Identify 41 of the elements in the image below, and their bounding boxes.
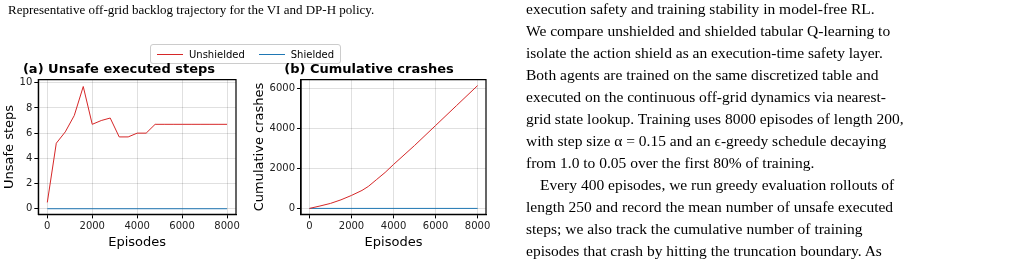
y-axis-title: Cumulative crashes — [251, 82, 267, 212]
text: episodes that crash by hitting the truncation boundary. As — [526, 242, 882, 260]
text: from 1.0 to 0.05 over the first 80% of training. — [526, 154, 815, 172]
x-tick-label: 6000 — [422, 219, 449, 231]
text: steps; we also track the cumulative number of training — [526, 220, 863, 238]
text: isolate the action shield as an execution-time safety layer. — [526, 44, 883, 62]
y-tick-label: 6000 — [269, 82, 296, 94]
legend-label: Shielded — [290, 48, 335, 60]
x-tick-label: 8000 — [464, 219, 491, 231]
x-tick-label: 2000 — [79, 219, 105, 231]
y-tick-label: 0 — [288, 202, 296, 213]
y-tick-label: 4000 — [269, 122, 296, 134]
text: Both agents are trained on the same discretized table and — [526, 66, 879, 84]
x-axis-title: Episodes — [108, 233, 167, 249]
y-tick-label: 4 — [25, 151, 33, 163]
y-tick-label: 8 — [25, 101, 33, 113]
text: length 250 and record the mean number of unsafe executed — [526, 198, 894, 216]
x-tick-label: 4000 — [380, 219, 407, 231]
y-tick-label: 10 — [19, 76, 33, 88]
text: execution safety and training stability in model-free RL. — [526, 0, 875, 18]
y-tick-label: 2000 — [269, 162, 296, 174]
y-tick-label: 0 — [25, 202, 33, 214]
x-tick-label: 2000 — [338, 219, 365, 231]
chart-title: (b) Cumulative crashes — [284, 61, 454, 77]
y-tick-label: 2 — [25, 177, 33, 189]
x-axis-title: Episodes — [364, 233, 423, 249]
x-tick-label: 6000 — [169, 219, 195, 231]
x-tick-label: 0 — [44, 219, 51, 231]
text: with step size α = 0.15 and an ϵ-greedy schedule decaying — [526, 132, 887, 150]
y-tick-label: 6 — [25, 126, 33, 138]
x-tick-label: 4000 — [124, 219, 150, 231]
text: We compare unshielded and shielded tabular Q-learning to — [526, 22, 891, 40]
x-tick-label: 0 — [306, 219, 313, 231]
text: executed on the continuous off-grid dynamics via nearest- — [526, 88, 886, 106]
y-axis-title: Unsafe steps — [1, 104, 17, 190]
legend-label: Unshielded — [189, 48, 245, 60]
text: Representative off-grid backlog trajectory for the VI and DP-H policy. — [8, 2, 375, 18]
text: Every 400 episodes, we run greedy evaluation rollouts of — [540, 176, 895, 194]
chart-title: (a) Unsafe executed steps — [22, 61, 216, 77]
text: grid state lookup. Training uses 8000 episodes of length 200, — [526, 110, 904, 128]
x-tick-label: 8000 — [214, 219, 240, 231]
